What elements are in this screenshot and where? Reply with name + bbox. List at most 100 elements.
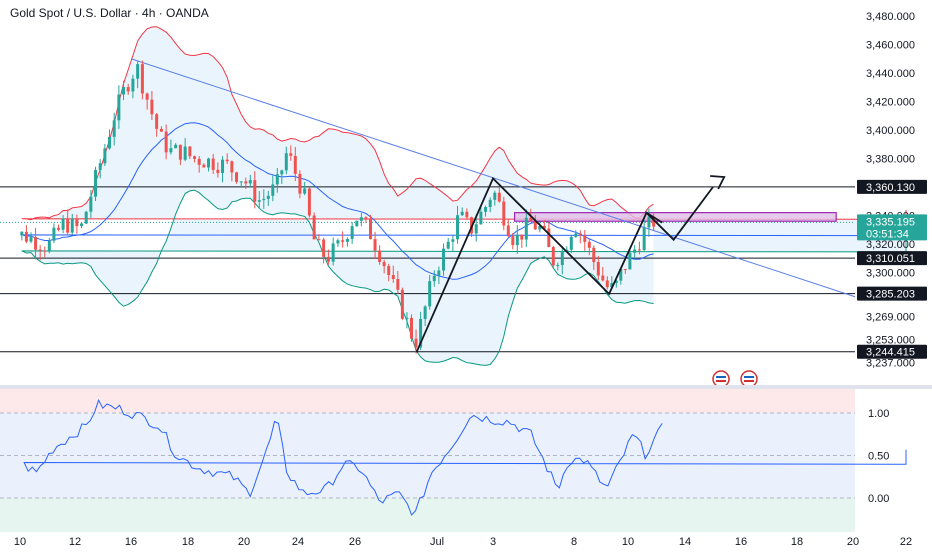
price-axis-tick-label: 3,269.000 <box>866 312 915 324</box>
candle-body <box>188 146 192 157</box>
candle-body <box>529 217 533 222</box>
time-axis-tick-label: 18 <box>791 536 803 548</box>
candle-body <box>164 131 168 153</box>
price-axis-tick-label: 3,400.000 <box>866 125 915 137</box>
candle-body <box>239 181 243 183</box>
price-axis-tick-label: 3,440.000 <box>866 68 915 80</box>
candle-body <box>307 188 311 216</box>
price-level-badge <box>857 179 927 194</box>
event-flag-icon <box>744 380 754 382</box>
price-level-badge <box>857 344 927 359</box>
candle-body <box>497 192 501 202</box>
symbol-title: Gold Spot / U.S. Dollar · 4h · OANDA <box>10 6 209 20</box>
price-level-badge-label: 3,310.051 <box>866 253 915 265</box>
candle-body <box>592 247 596 263</box>
price-axis-tick-label: 3,300.000 <box>866 268 915 280</box>
candle-body <box>623 268 627 270</box>
candle-body <box>61 218 65 230</box>
candle-body <box>583 235 587 242</box>
time-axis-tick-label: 24 <box>292 536 304 548</box>
candle-body <box>414 338 418 348</box>
candle-body <box>619 268 623 281</box>
time-axis-tick-label: 26 <box>349 536 361 548</box>
candle-body <box>442 248 446 271</box>
bar-countdown-label: 03:51:34 <box>866 228 909 240</box>
candle-body <box>355 220 359 227</box>
time-axis-tick-label: 10 <box>622 536 634 548</box>
price-axis-tick-label: 3,420.000 <box>866 97 915 109</box>
price-level-badge <box>857 286 927 301</box>
candle-body <box>84 211 88 224</box>
event-flag-icon <box>716 376 726 378</box>
candle-body <box>633 249 637 253</box>
event-flag-icon <box>712 370 730 388</box>
candle-body <box>253 180 257 202</box>
candle-body <box>551 247 555 266</box>
candle-body <box>293 155 297 174</box>
candle-body <box>511 236 515 246</box>
current-price-badge <box>857 214 927 241</box>
projected-path <box>645 186 714 242</box>
candle-body <box>193 156 197 159</box>
candle-body <box>345 238 349 242</box>
candle-body <box>610 283 614 288</box>
candle-body <box>248 180 252 184</box>
candle-body <box>174 144 178 149</box>
candle-body <box>122 87 126 95</box>
candle-body <box>34 237 38 250</box>
candle-body <box>578 233 582 236</box>
candle-body <box>108 136 112 149</box>
candle-body <box>560 251 564 265</box>
candle-body <box>136 64 140 79</box>
candle-body <box>493 192 497 200</box>
price-axis-tick-label: 3,480.000 <box>866 11 915 23</box>
candle-body <box>647 216 651 228</box>
candle-body <box>43 250 47 252</box>
zigzag-pattern <box>415 176 663 353</box>
candle-body <box>20 231 24 236</box>
oscillator-axis-tick-label: 0.00 <box>868 493 889 505</box>
candle-body <box>460 211 464 216</box>
candle-body <box>75 218 79 227</box>
candle-body <box>207 158 211 168</box>
candle-body <box>642 227 646 251</box>
candle-body <box>284 153 288 171</box>
price-axis-tick-label: 3,320.000 <box>866 239 915 251</box>
candle-body <box>652 216 656 227</box>
candle-body <box>446 241 450 249</box>
candle-body <box>614 280 618 284</box>
time-axis-tick-label: Jul <box>430 536 444 548</box>
candle-body <box>556 264 560 266</box>
candle-body <box>391 275 395 280</box>
candle-body <box>197 158 201 165</box>
candle-body <box>244 181 248 184</box>
oscillator-line <box>23 398 907 516</box>
bollinger-basis-line <box>21 122 907 280</box>
candle-body <box>271 184 275 196</box>
candle-body <box>221 159 225 174</box>
resistance-zone <box>513 212 837 222</box>
candle-body <box>80 223 84 227</box>
candle-body <box>542 225 546 229</box>
candle-body <box>183 146 187 160</box>
time-axis-tick-label: 16 <box>125 536 137 548</box>
oversold-zone <box>0 498 855 532</box>
candle-body <box>451 239 455 242</box>
candle-body <box>178 144 182 160</box>
price-axis-tick-label: 3,460.000 <box>866 40 915 52</box>
event-flag-icon <box>716 380 726 382</box>
price-level-badge-label: 3,360.130 <box>866 182 915 194</box>
candle-body <box>409 317 413 339</box>
candle-body <box>569 236 573 250</box>
candle-body <box>601 275 605 281</box>
candle-body <box>628 252 632 270</box>
bollinger-upper-line <box>21 26 907 221</box>
time-axis-bg <box>0 533 932 550</box>
candle-body <box>524 217 528 240</box>
candle-body <box>465 211 469 218</box>
time-axis-tick-label: 8 <box>571 536 577 548</box>
candle-body <box>275 174 279 185</box>
candle-body <box>479 211 483 225</box>
